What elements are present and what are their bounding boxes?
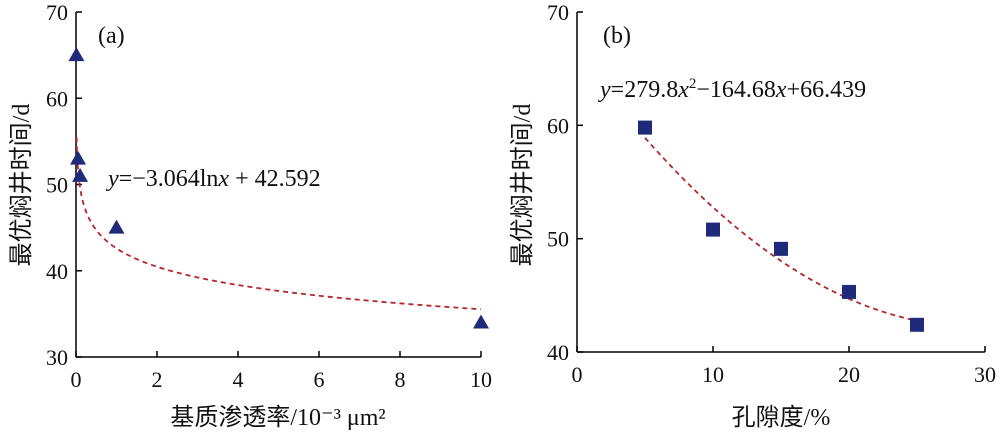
x-tick-label: 0 — [71, 367, 82, 392]
x-tick-label: 2 — [152, 367, 163, 392]
y-tick-label: 40 — [46, 259, 68, 284]
panel-a-equation: y=−3.064lnx + 42.592 — [106, 166, 321, 192]
panel-b-label: (b) — [603, 23, 631, 49]
data-point-square — [842, 284, 856, 299]
panel-a-label: (a) — [98, 23, 125, 49]
x-tick-label: 10 — [470, 367, 492, 392]
y-tick-label: 60 — [547, 113, 569, 138]
y-tick-label: 70 — [547, 0, 569, 25]
panel-a-y-ticks: 30 40 50 60 70 — [46, 0, 82, 370]
panel-b: 0 10 20 30 40 50 60 70 (b) y=279.8x2−164.68x+6… — [509, 0, 996, 431]
x-tick-label: 30 — [974, 362, 996, 387]
panel-a-y-axis-title: 最优焖井时间/d — [8, 104, 35, 267]
data-point-triangle — [70, 150, 87, 165]
x-tick-label: 8 — [395, 367, 406, 392]
panel-a-fit-curve — [75, 137, 482, 311]
panel-a-data-points — [68, 47, 489, 329]
data-point-triangle — [68, 47, 85, 62]
panel-b-y-ticks: 40 50 60 70 — [547, 0, 583, 365]
y-tick-label: 50 — [46, 173, 68, 198]
y-tick-label: 30 — [46, 345, 68, 370]
y-tick-label: 40 — [547, 340, 569, 365]
data-point-square — [706, 222, 720, 237]
data-point-triangle — [72, 167, 89, 182]
y-tick-label: 70 — [46, 0, 68, 25]
x-tick-label: 10 — [702, 362, 724, 387]
panel-b-data-points — [638, 120, 924, 332]
x-tick-label: 0 — [572, 362, 583, 387]
panel-b-y-axis-title: 最优焖井时间/d — [509, 104, 536, 267]
panel-a-x-ticks: 0 2 4 6 8 10 — [71, 351, 492, 392]
data-point-triangle — [108, 219, 125, 234]
panel-b-x-ticks: 0 10 20 30 — [572, 346, 996, 387]
panel-b-fit-curve — [644, 137, 918, 322]
y-tick-label: 50 — [547, 227, 569, 252]
panel-a: 0 2 4 6 8 10 30 40 50 60 70 (a) y=−3.064lnx + 42.… — [8, 0, 492, 431]
x-tick-label: 4 — [233, 367, 244, 392]
y-tick-label: 60 — [46, 86, 68, 111]
x-tick-label: 6 — [314, 367, 325, 392]
x-tick-label: 20 — [838, 362, 860, 387]
data-point-square — [774, 241, 788, 256]
data-point-square — [910, 317, 924, 332]
panel-a-x-axis-title: 基质渗透率/10⁻³ μm² — [170, 404, 385, 431]
panel-b-x-axis-title: 孔隙度/% — [732, 404, 831, 431]
panel-b-equation: y=279.8x2−164.68x+66.439 — [598, 76, 866, 103]
data-point-square — [638, 120, 652, 135]
data-point-triangle — [473, 314, 489, 329]
